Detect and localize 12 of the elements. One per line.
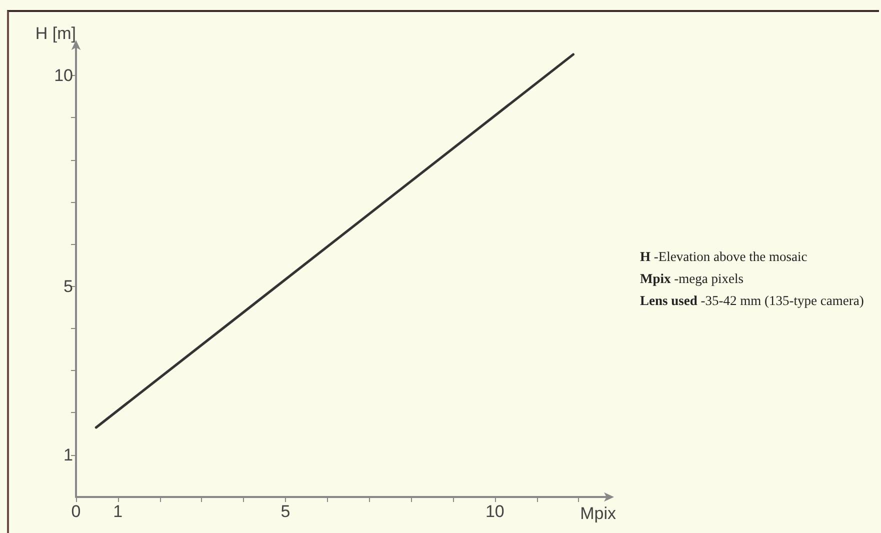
text: H -Elevation above the mosaic — [640, 248, 808, 266]
x-tick-label: 5 — [280, 502, 290, 521]
y-axis-title: H [m] — [35, 24, 76, 43]
text: Mpix -mega pixels — [640, 270, 744, 288]
x-axis-title: Mpix — [580, 504, 616, 523]
x-tick-label: 1 — [113, 502, 123, 521]
text: Lens used -35-42 mm (135-type camera) — [640, 292, 864, 310]
x-tick-label: 0 — [71, 502, 81, 521]
y-tick-label: 5 — [64, 276, 73, 296]
y-tick-label: 1 — [64, 445, 73, 464]
x-tick-label: 10 — [485, 502, 504, 521]
y-tick-label: 10 — [54, 66, 73, 86]
